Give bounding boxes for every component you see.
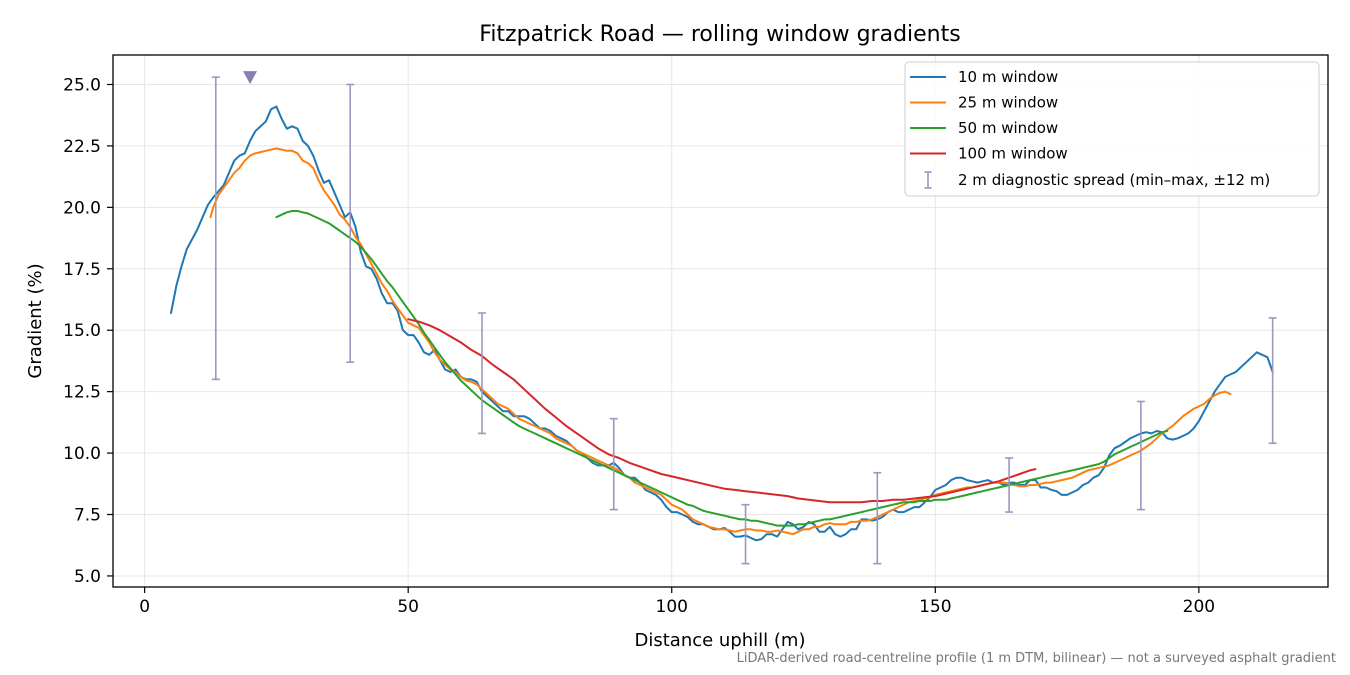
x-tick-label: 200 bbox=[1183, 597, 1215, 617]
errorbar bbox=[741, 503, 750, 565]
y-tick-label: 22.5 bbox=[63, 137, 101, 157]
series-layer bbox=[170, 105, 1274, 542]
marker-layer bbox=[243, 71, 258, 85]
series-line-4 bbox=[407, 318, 1037, 504]
y-tick-label: 5.0 bbox=[74, 567, 101, 587]
y-tick-label: 7.5 bbox=[74, 506, 101, 526]
x-tick-label: 50 bbox=[397, 597, 419, 617]
axis-ticks: 0 50 100 150 200 5.0 7.5 10.0 12.5 15.0 17.5 20.0 22… bbox=[63, 75, 1215, 617]
legend-label-1: 10 m window bbox=[958, 68, 1058, 86]
y-tick-label: 20.0 bbox=[63, 198, 101, 218]
legend-label-4: 100 m window bbox=[958, 145, 1068, 163]
errorbar bbox=[477, 312, 486, 435]
x-tick-label: 0 bbox=[139, 597, 150, 617]
y-tick-label: 25.0 bbox=[63, 75, 101, 95]
errorbar bbox=[211, 76, 220, 381]
errorbar bbox=[1268, 317, 1277, 445]
y-tick-label: 15.0 bbox=[63, 321, 101, 341]
legend: 10 m window 25 m window 50 m window 100 m w… bbox=[904, 61, 1320, 197]
errorbar bbox=[1005, 457, 1014, 513]
footnote: LiDAR-derived road-centreline profile (1… bbox=[736, 651, 1336, 666]
legend-label-3: 50 m window bbox=[958, 119, 1058, 137]
errorbar bbox=[873, 471, 882, 565]
plot-frame bbox=[112, 54, 1329, 588]
legend-box bbox=[904, 61, 1320, 197]
errorbar-layer bbox=[211, 76, 1277, 565]
series-line-3 bbox=[275, 210, 1169, 527]
errorbar bbox=[346, 83, 355, 363]
series-line-2 bbox=[209, 147, 1232, 536]
x-tick-label: 100 bbox=[656, 597, 688, 617]
errorbar bbox=[1136, 400, 1145, 511]
legend-label-2: 25 m window bbox=[958, 94, 1058, 112]
y-tick-label: 12.5 bbox=[63, 383, 101, 403]
y-tick-label: 10.0 bbox=[63, 444, 101, 464]
peak-marker-icon bbox=[243, 71, 258, 85]
y-axis-label: Gradient (%) bbox=[25, 263, 46, 378]
errorbar bbox=[609, 417, 618, 511]
x-tick-label: 150 bbox=[919, 597, 951, 617]
chart-title: Fitzpatrick Road — rolling window gradie… bbox=[479, 22, 960, 47]
y-tick-label: 17.5 bbox=[63, 260, 101, 280]
x-axis-label: Distance uphill (m) bbox=[635, 630, 806, 651]
legend-label-errorbar: 2 m diagnostic spread (min–max, ±12 m) bbox=[958, 171, 1270, 189]
